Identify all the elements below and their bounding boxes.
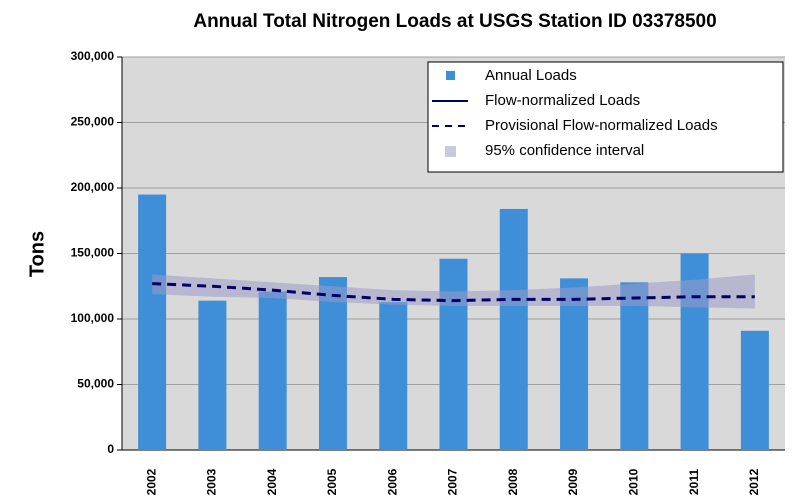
- bar: [258, 291, 287, 450]
- x-tick-label: 2009: [566, 468, 580, 495]
- bar: [740, 330, 769, 450]
- x-tick-label: 2002: [144, 468, 158, 495]
- y-axis-label: Tons: [26, 231, 48, 277]
- x-tick-label: 2003: [205, 468, 219, 495]
- x-tick-label: 2011: [687, 469, 701, 495]
- y-tick-label: 250,000: [71, 115, 115, 129]
- x-tick-label: 2005: [325, 468, 339, 495]
- bar: [560, 278, 589, 450]
- bar: [138, 194, 167, 450]
- bar: [620, 282, 649, 450]
- legend-label: 95% confidence interval: [485, 142, 644, 159]
- legend-label: Annual Loads: [485, 67, 577, 84]
- legend-swatch: [445, 146, 456, 157]
- bar: [379, 301, 408, 450]
- legend-swatch: [446, 71, 455, 80]
- x-tick-label: 2008: [506, 468, 520, 495]
- bar: [198, 300, 227, 450]
- legend-label: Provisional Flow-normalized Loads: [485, 117, 718, 134]
- bar: [499, 208, 528, 450]
- x-tick-label: 2010: [626, 468, 640, 495]
- y-tick-label: 50,000: [77, 377, 114, 391]
- x-tick-label: 2012: [747, 468, 761, 495]
- x-tick-label: 2004: [265, 468, 279, 495]
- x-tick-label: 2006: [385, 468, 399, 495]
- y-tick-label: 300,000: [71, 49, 115, 63]
- bar: [439, 258, 468, 450]
- trend-line: [152, 282, 755, 303]
- chart-title: Annual Total Nitrogen Loads at USGS Stat…: [193, 11, 716, 32]
- y-tick-label: 0: [107, 442, 114, 456]
- legend-label: Flow-normalized Loads: [485, 92, 640, 109]
- x-tick-label: 2007: [446, 468, 460, 495]
- y-tick-label: 150,000: [71, 246, 115, 260]
- legend-box: [427, 61, 784, 173]
- y-tick-label: 200,000: [71, 180, 115, 194]
- bar: [318, 277, 347, 450]
- y-tick-label: 100,000: [71, 311, 115, 325]
